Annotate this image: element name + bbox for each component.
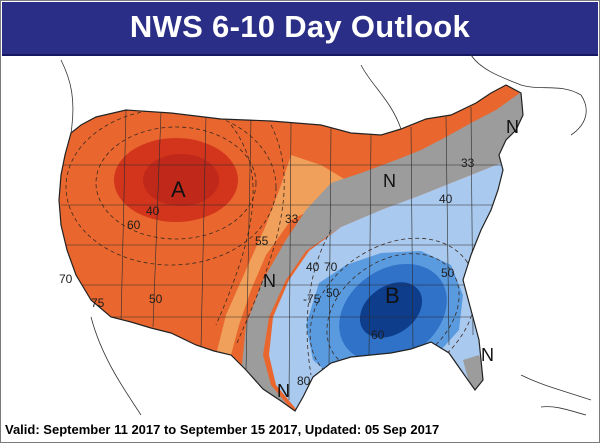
contour-label-75-west: 75 <box>91 296 105 310</box>
normal-label-florida: N <box>481 345 494 365</box>
contour-label-50-east: 50 <box>326 286 340 300</box>
above-center-label: A <box>171 177 186 202</box>
contour-label-70-east: 70 <box>324 260 338 274</box>
contour-lines <box>65 108 477 389</box>
contour-label-80-gulf: 80 <box>297 374 311 388</box>
near-normal-band <box>241 85 523 411</box>
contour-label-40-west: 40 <box>146 204 160 218</box>
contour-label-33-ne: 33 <box>461 156 475 170</box>
below-center-label: B <box>385 283 400 308</box>
contour-label-33-plains: 33 <box>285 212 299 226</box>
contour-label-60-se: 60 <box>371 328 385 342</box>
contour-label-55-plains: 55 <box>255 234 269 248</box>
contour-label-40-ne: 40 <box>439 192 453 206</box>
contour-label-50-west: 50 <box>149 292 163 306</box>
contour-label-60-west: 60 <box>127 218 141 232</box>
contour-label-40-east: 40 <box>306 260 320 274</box>
outlook-map: 60 50 70 75 40 33 55 40 70 -75 50 50 60 … <box>58 55 592 416</box>
header-banner: NWS 6-10 Day Outlook <box>2 2 598 56</box>
normal-label-plains: N <box>263 271 276 291</box>
normal-label-new-england: N <box>506 117 519 137</box>
contour-label-70-west: 70 <box>59 272 73 286</box>
above-strong-inner <box>143 154 219 206</box>
valid-period-text: Valid: September 11 2017 to September 15… <box>5 422 440 437</box>
below-core-area <box>359 282 423 338</box>
us-outline <box>58 84 524 412</box>
page-title: NWS 6-10 Day Outlook <box>129 9 471 44</box>
normal-label-texas: N <box>277 381 290 401</box>
neighbor-outlines <box>60 55 592 416</box>
contour-label-50-se: 50 <box>441 266 455 280</box>
state-borders <box>59 106 506 401</box>
normal-label-great-lakes: N <box>383 171 396 191</box>
contour-label-75-east: -75 <box>303 292 321 306</box>
